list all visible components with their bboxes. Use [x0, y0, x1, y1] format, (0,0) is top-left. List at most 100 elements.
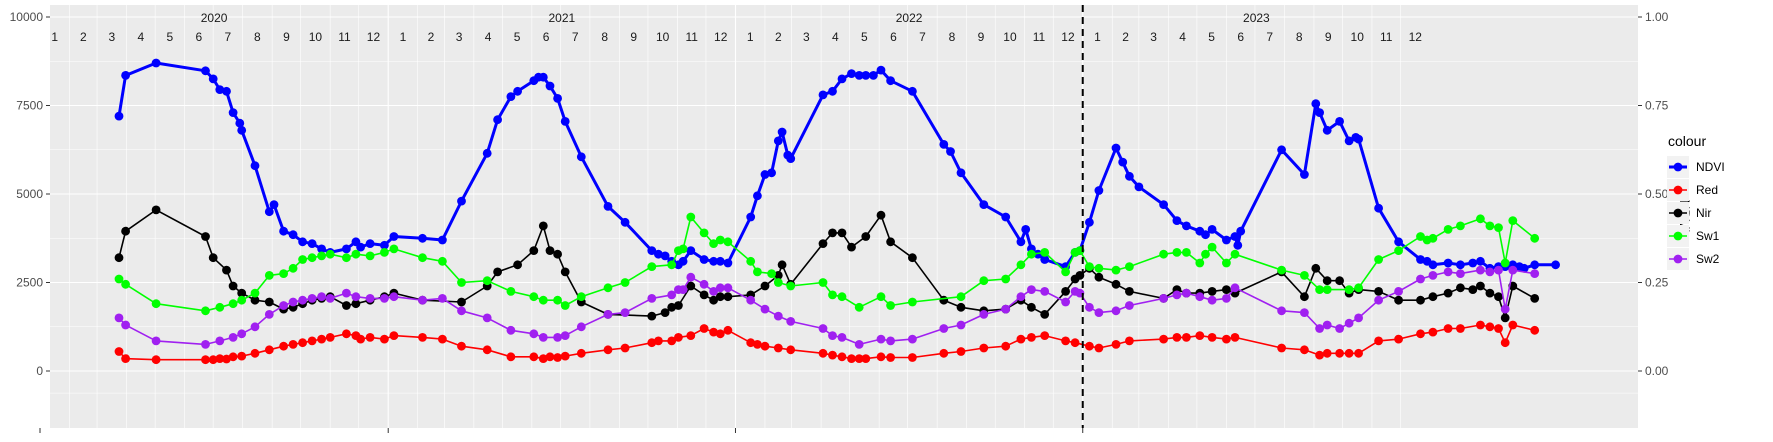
- data-point-sw1: [786, 281, 796, 291]
- data-point-sw1: [1207, 242, 1217, 252]
- data-point-nir: [723, 292, 733, 302]
- data-point-red: [288, 340, 298, 349]
- data-point-sw1: [121, 279, 130, 289]
- data-point-red: [356, 334, 365, 344]
- data-point-sw1: [715, 235, 725, 245]
- data-point-ndvi: [264, 207, 274, 217]
- data-point-sw2: [418, 295, 427, 305]
- data-point-sw1: [1230, 249, 1240, 259]
- data-point-ndvi: [235, 118, 245, 128]
- data-point-ndvi: [746, 212, 756, 222]
- data-point-ndvi: [869, 71, 878, 80]
- year-label: 2022: [896, 11, 923, 25]
- data-point-sw2: [686, 272, 696, 282]
- data-point-ndvi: [418, 233, 427, 243]
- data-point-ndvi: [545, 81, 555, 91]
- data-point-sw1: [342, 253, 351, 263]
- data-point-ndvi: [1230, 232, 1240, 241]
- data-point-ndvi: [228, 108, 238, 117]
- y-left-tick-label: 5000: [16, 187, 43, 201]
- data-point-sw2: [746, 295, 756, 305]
- data-point-red: [818, 348, 828, 358]
- y-left-tick-label: 0: [36, 364, 43, 378]
- data-point-ndvi: [356, 242, 365, 252]
- data-point-red: [1222, 334, 1231, 344]
- data-point-sw2: [380, 294, 389, 303]
- data-point-sw1: [1040, 248, 1050, 257]
- data-point-sw1: [1111, 265, 1121, 275]
- data-point-sw2: [620, 308, 630, 317]
- data-point-ndvi: [786, 154, 796, 164]
- data-point-red: [553, 353, 562, 362]
- data-point-sw1: [264, 271, 274, 280]
- data-point-red: [861, 354, 871, 363]
- data-point-red: [151, 355, 161, 365]
- data-point-red: [1159, 334, 1168, 344]
- data-point-ndvi: [660, 251, 670, 261]
- data-point-red: [1530, 325, 1540, 335]
- data-point-sw1: [576, 292, 586, 302]
- data-point-nir: [1061, 287, 1070, 296]
- data-point-nir: [1040, 310, 1050, 319]
- data-point-sw2: [342, 288, 351, 298]
- data-point-sw1: [828, 290, 837, 300]
- data-point-ndvi: [1222, 235, 1231, 245]
- data-point-ndvi: [438, 235, 447, 245]
- data-point-sw2: [307, 294, 317, 303]
- data-point-sw2: [250, 322, 260, 332]
- data-point-ndvi: [1322, 125, 1332, 135]
- data-point-sw1: [1530, 233, 1540, 243]
- legend-label-nir: Nir: [1696, 206, 1711, 220]
- data-point-ndvi: [773, 136, 783, 146]
- data-point-ndvi: [237, 125, 247, 135]
- data-point-ndvi: [1311, 99, 1321, 109]
- data-point-red: [1344, 348, 1354, 358]
- data-point-ndvi: [1159, 200, 1168, 210]
- month-label: 9: [1325, 30, 1332, 44]
- month-label: 7: [225, 30, 232, 44]
- data-point-sw2: [365, 294, 375, 303]
- data-point-ndvi: [620, 217, 630, 227]
- data-point-nir: [342, 301, 351, 310]
- data-point-sw2: [529, 329, 539, 339]
- data-point-nir: [777, 260, 787, 270]
- data-point-sw1: [250, 288, 260, 298]
- data-point-ndvi: [1468, 258, 1478, 268]
- data-point-red: [908, 353, 917, 362]
- data-point-sw1: [1085, 262, 1094, 271]
- month-label: 9: [283, 30, 290, 44]
- data-point-sw1: [1322, 285, 1332, 294]
- data-point-nir: [818, 239, 828, 249]
- data-point-ndvi: [760, 170, 770, 179]
- legend: colour NDVI Red Nir Sw1 Sw2: [1667, 133, 1725, 270]
- data-point-red: [1500, 338, 1510, 348]
- data-point-ndvi: [121, 71, 130, 80]
- data-point-sw1: [979, 276, 989, 286]
- data-point-ndvi: [201, 66, 210, 76]
- month-label: 11: [338, 30, 351, 44]
- data-point-nir: [1094, 272, 1104, 282]
- data-point-red: [1335, 348, 1344, 358]
- data-point-sw2: [576, 322, 586, 332]
- data-point-ndvi: [1033, 249, 1043, 259]
- data-point-sw1: [325, 249, 335, 259]
- data-point-sw1: [1061, 267, 1070, 277]
- data-point-nir: [939, 295, 949, 305]
- data-point-ndvi: [506, 92, 516, 101]
- data-point-nir: [1494, 292, 1503, 302]
- data-point-sw1: [1125, 262, 1134, 271]
- data-point-red: [121, 354, 130, 363]
- data-point-sw2: [837, 333, 847, 342]
- data-point-sw1: [457, 278, 466, 287]
- data-point-nir: [876, 210, 886, 220]
- month-label: 6: [890, 30, 897, 44]
- data-point-nir: [1322, 276, 1332, 286]
- data-point-sw1: [1277, 265, 1286, 275]
- month-label: 8: [1296, 30, 1303, 44]
- data-point-nir: [151, 205, 161, 215]
- data-point-sw1: [1374, 255, 1383, 264]
- data-point-sw2: [114, 313, 124, 323]
- month-label: 9: [978, 30, 985, 44]
- data-point-nir: [886, 237, 895, 247]
- data-point-nir: [538, 221, 548, 231]
